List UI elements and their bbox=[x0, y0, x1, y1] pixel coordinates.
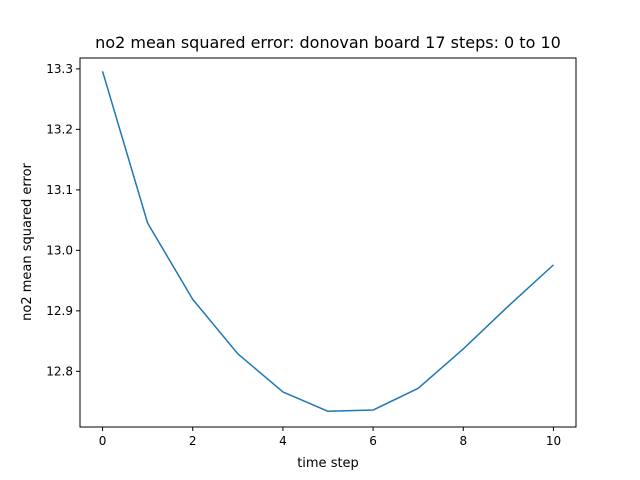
y-tick-label: 13.1 bbox=[46, 183, 73, 197]
x-axis-ticks: 0 2 4 6 8 10 bbox=[99, 427, 561, 448]
y-tick-label: 13.0 bbox=[46, 243, 73, 257]
plot-series-group bbox=[101, 71, 554, 413]
y-tick-label: 13.2 bbox=[46, 122, 73, 136]
x-axis-label: time step bbox=[297, 456, 359, 471]
x-tick-label: 4 bbox=[279, 434, 287, 448]
x-tick-label: 8 bbox=[459, 434, 467, 448]
y-axis-label: no2 mean squared error bbox=[20, 162, 35, 320]
y-tick-label: 12.9 bbox=[46, 304, 73, 318]
x-tick-label: 2 bbox=[189, 434, 197, 448]
series-line-0 bbox=[101, 71, 554, 413]
x-tick-label: 10 bbox=[546, 434, 561, 448]
x-tick-label: 0 bbox=[99, 434, 107, 448]
chart-title: no2 mean squared error: donovan board 17… bbox=[95, 33, 561, 52]
y-axis-ticks: 12.8 12.9 13.0 13.1 13.2 13.3 bbox=[46, 62, 80, 378]
y-tick-label: 12.8 bbox=[46, 364, 73, 378]
plot-frame bbox=[79, 57, 577, 428]
x-tick-label: 6 bbox=[369, 434, 377, 448]
y-tick-label: 13.3 bbox=[46, 62, 73, 76]
